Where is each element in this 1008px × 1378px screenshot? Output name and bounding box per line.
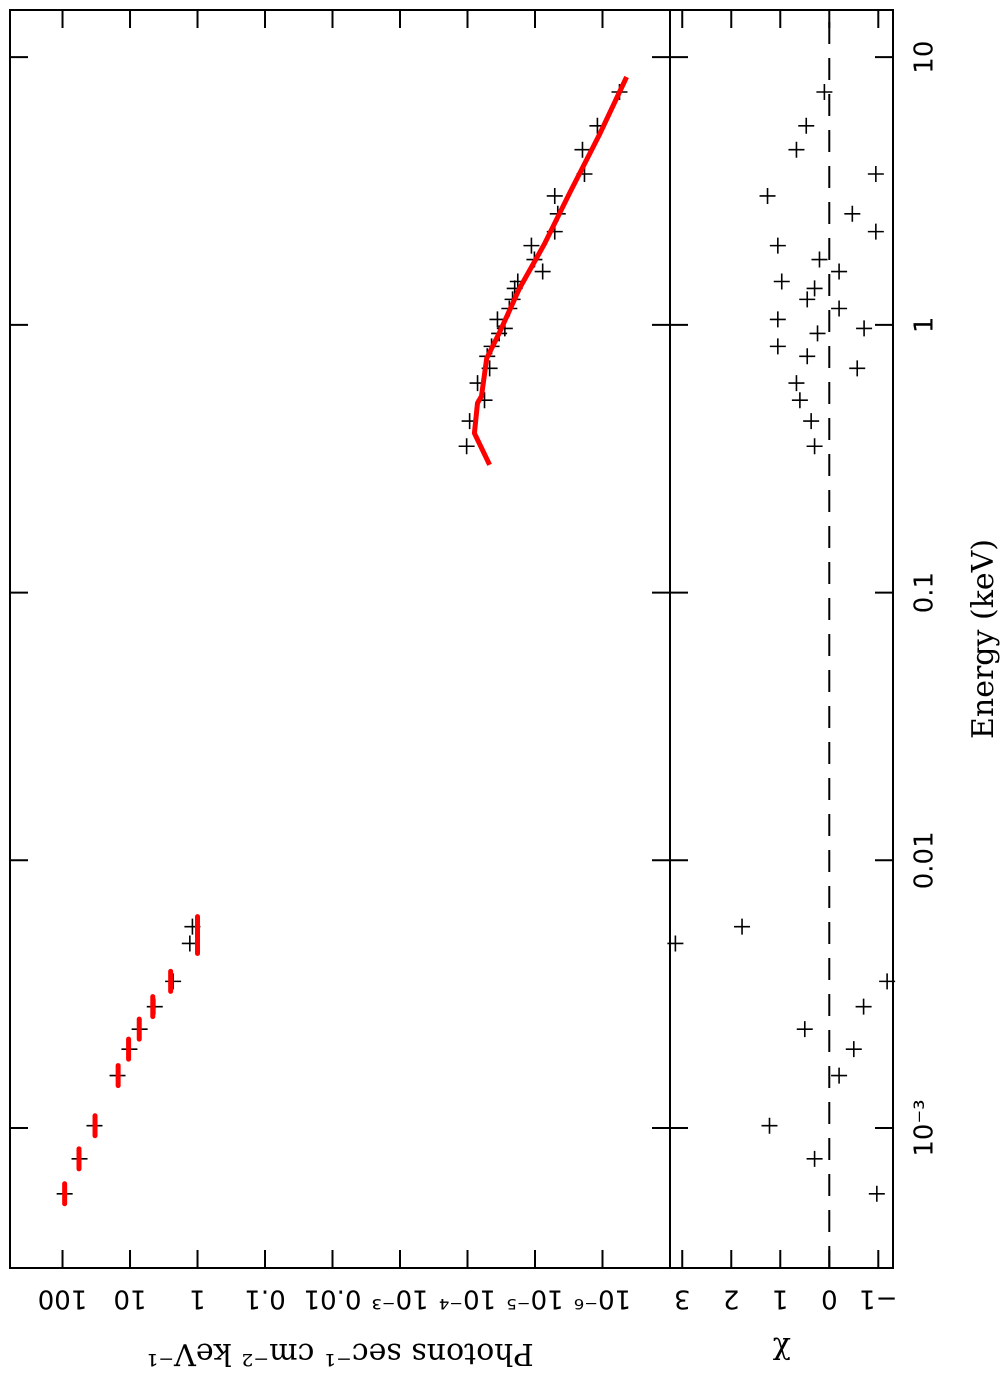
data-point [803,413,820,430]
model-line [471,75,629,466]
x-axis-label: Energy (keV) [966,539,1001,739]
y-tick-label: 2 [723,1284,740,1314]
data-point [831,263,848,280]
y-axis-label: Photons sec⁻¹ cm⁻² keV⁻¹ [146,1336,533,1371]
data-point [799,291,816,308]
y-tick-label: 100 [38,1284,88,1314]
data-point [523,237,540,254]
x-tick-label: 0.1 [910,572,940,613]
data-point [546,187,563,204]
x-tick-label: 10 [910,41,940,74]
data-point [806,438,823,455]
data-point [831,1067,848,1084]
y-tick-label: 10 [113,1284,146,1314]
data-point [788,375,805,392]
panel-frame [9,9,671,1269]
data-point [769,311,786,328]
y-tick-label: 3 [674,1284,691,1314]
data-point [855,998,872,1015]
data-point [773,273,790,290]
x-tick-label: 10⁻³ [910,1099,940,1156]
y-axis-label: χ [772,1336,790,1371]
data-point [816,83,833,100]
data-point [868,1185,885,1202]
data-point [856,320,873,337]
data-point [845,1041,862,1058]
data-point [791,392,808,409]
data-point [879,973,896,990]
x-tick-label: 1 [910,317,940,334]
data-point [798,117,815,134]
data-point [458,438,475,455]
data-point [796,1021,813,1038]
data-point [809,325,826,342]
y-tick-label: 10⁻⁵ [506,1284,563,1314]
data-point [844,205,861,222]
data-point [867,166,884,183]
data-point [806,1150,823,1167]
data-point [867,223,884,240]
data-point [811,251,828,268]
data-point [831,300,848,317]
data-point [788,141,805,158]
data-point [667,935,684,952]
y-tick-label: 1 [189,1284,206,1314]
data-point [734,918,751,935]
data-point [761,1117,778,1134]
y-tick-label: 1 [772,1284,789,1314]
y-tick-label: −1 [859,1284,897,1314]
y-tick-label: 0.01 [304,1284,362,1314]
data-point [806,280,823,297]
data-point [769,237,786,254]
y-tick-label: 0 [821,1284,838,1314]
y-tick-label: 10⁻³ [371,1284,428,1314]
data-point [534,263,551,280]
data-point [769,338,786,355]
panel-frame [669,9,894,1269]
y-tick-label: 10⁻⁴ [439,1284,496,1314]
data-point [799,348,816,365]
x-tick-label: 0.01 [910,831,940,889]
data-point [574,141,591,158]
data-point [759,187,776,204]
data-point [849,360,866,377]
y-tick-label: 0.1 [244,1284,285,1314]
y-tick-label: 10⁻⁶ [574,1284,631,1314]
